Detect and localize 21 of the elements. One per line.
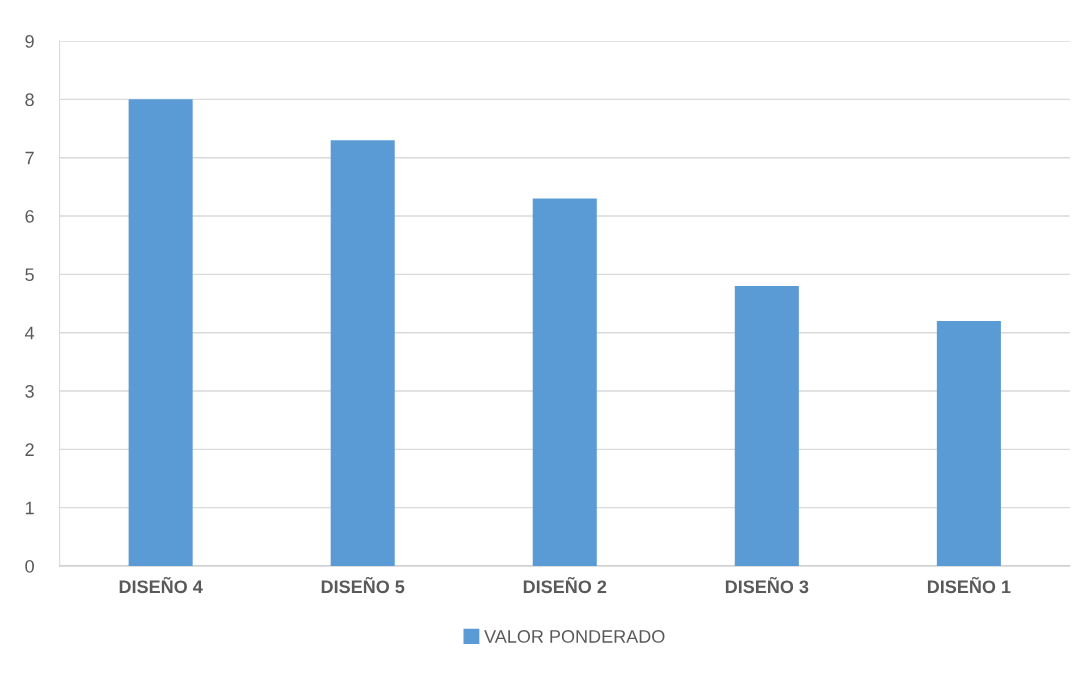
y-tick-label: 4 — [24, 326, 35, 340]
y-tick-label: 5 — [25, 268, 34, 282]
y-tick-label: 8 — [25, 93, 34, 107]
y-tick-label: 9 — [25, 34, 34, 48]
x-tick-label: DISEÑO 4 — [119, 576, 203, 594]
y-tick-label: 7 — [25, 151, 34, 165]
x-tick-label: DISEÑO 3 — [725, 576, 809, 594]
y-tick-label: 0 — [25, 559, 34, 573]
x-tick-label: DISEÑO 2 — [523, 576, 607, 594]
bar — [532, 198, 597, 567]
x-tick-label: DISEÑO 1 — [927, 576, 1011, 594]
y-tick-label: 6 — [25, 209, 34, 223]
y-tick-label: 1 — [25, 501, 34, 515]
x-tick-label: DISEÑO 5 — [321, 576, 405, 594]
y-tick-label: 3 — [25, 384, 34, 398]
bar — [330, 140, 395, 567]
y-tick-label: 2 — [25, 443, 34, 456]
bar — [128, 99, 193, 567]
bar — [734, 286, 799, 567]
legend-label: VALOR PONDERADO — [484, 630, 665, 643]
bar — [936, 321, 1001, 567]
